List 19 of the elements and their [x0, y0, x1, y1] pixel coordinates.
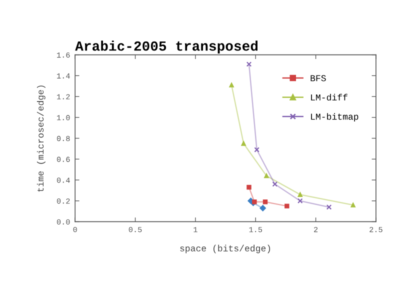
point — [260, 205, 266, 212]
point — [246, 184, 252, 190]
y-axis-title: time (microsec/edge) — [36, 86, 46, 192]
legend-label: LM-bitmap — [311, 113, 358, 122]
legend-label: BFS — [310, 75, 326, 82]
point — [262, 200, 268, 204]
legend-label: LM-diff — [311, 94, 348, 101]
x-axis-title: space (bits/edge) — [180, 244, 270, 254]
point — [229, 82, 234, 88]
point — [298, 192, 303, 197]
point — [350, 202, 356, 208]
point — [284, 204, 290, 208]
point — [252, 200, 257, 204]
point — [298, 198, 303, 204]
point — [264, 173, 269, 178]
chart-title: Arabic-2005 transposed — [75, 40, 258, 54]
point — [272, 182, 278, 187]
point — [254, 147, 260, 152]
point — [241, 141, 246, 146]
